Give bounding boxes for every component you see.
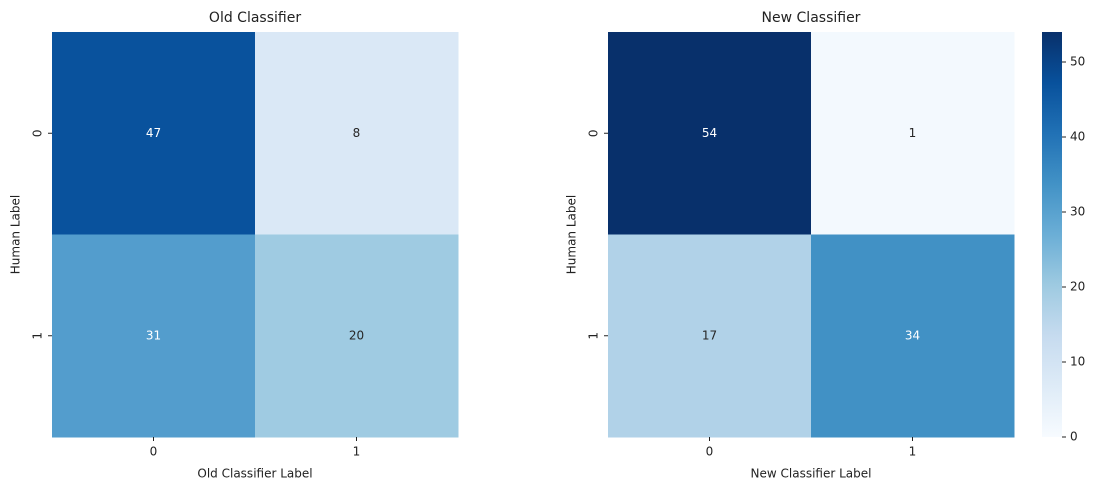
heatmap-cell (811, 234, 1015, 438)
colorbar-tick-label: 10 (1070, 355, 1085, 369)
chart-title: New Classifier (762, 10, 861, 26)
y-tick-label: 1 (31, 332, 45, 340)
cell-label: 47 (146, 126, 161, 140)
x-tick-label: 0 (706, 445, 714, 459)
x-axis-label: New Classifier Label (751, 467, 872, 481)
cell-label: 54 (702, 126, 717, 140)
heatmap-cell (608, 234, 812, 438)
colorbar-tick-label: 30 (1070, 205, 1085, 219)
heatmap-cell (52, 234, 256, 438)
chart-title: Old Classifier (209, 10, 301, 26)
colorbar-tick-label: 50 (1070, 55, 1085, 69)
x-axis-label: Old Classifier Label (197, 467, 312, 481)
cell-label: 17 (702, 328, 717, 342)
colorbar-tick-label: 40 (1070, 130, 1085, 144)
x-tick-label: 1 (909, 445, 917, 459)
y-tick-label: 1 (587, 332, 601, 340)
heatmap-cell (255, 234, 459, 438)
cell-label: 20 (349, 328, 364, 342)
heatmap-cell (52, 32, 256, 235)
x-tick-label: 1 (353, 445, 361, 459)
colorbar-tick-label: 0 (1070, 430, 1078, 444)
colorbar (1042, 32, 1062, 437)
x-tick-label: 0 (150, 445, 158, 459)
cell-label: 31 (146, 328, 161, 342)
y-axis-label: Human Label (565, 195, 579, 274)
cell-label: 8 (353, 126, 361, 140)
y-tick-label: 0 (587, 129, 601, 137)
heatmap-cell (811, 32, 1015, 235)
y-tick-label: 0 (31, 129, 45, 137)
heatmap-cell (608, 32, 812, 235)
colorbar-tick-label: 20 (1070, 280, 1085, 294)
y-axis-label: Human Label (9, 195, 23, 274)
cell-label: 34 (905, 328, 920, 342)
heatmap-cell (255, 32, 459, 235)
cell-label: 1 (909, 126, 917, 140)
